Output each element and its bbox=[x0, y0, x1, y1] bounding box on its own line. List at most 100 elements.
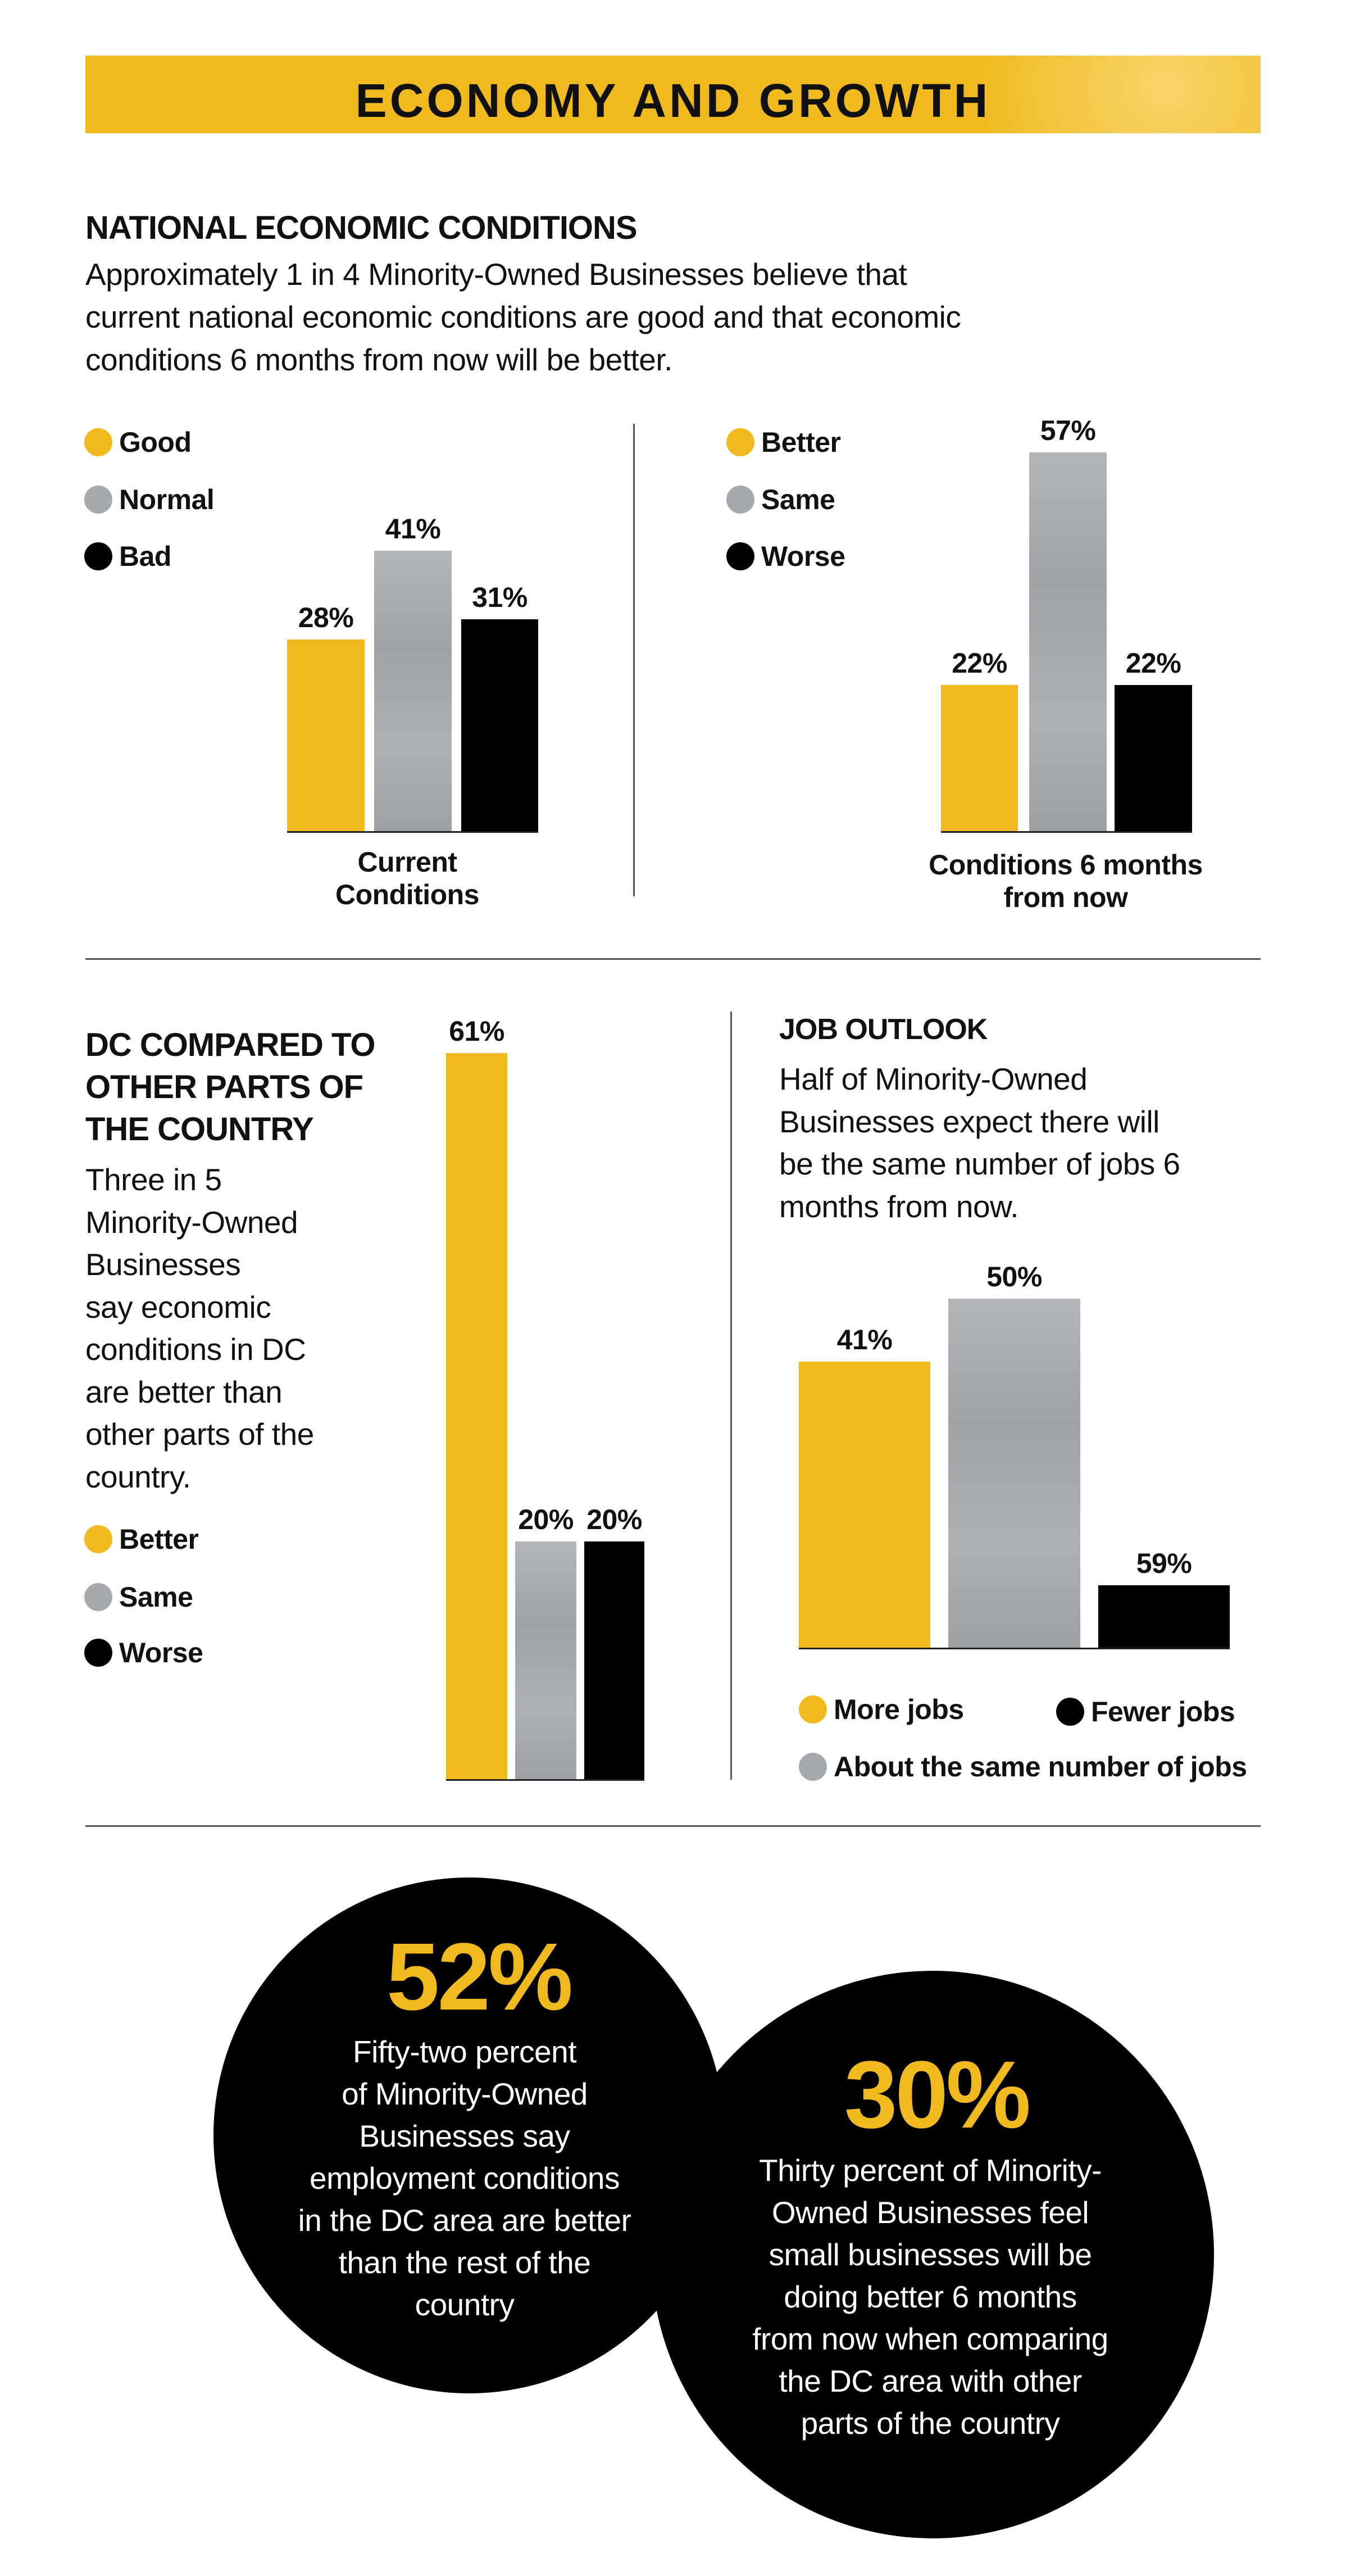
bar-value-label: 31% bbox=[472, 581, 528, 613]
divider bbox=[633, 424, 635, 896]
bar-value-label: 20% bbox=[586, 1504, 642, 1535]
x-axis-line bbox=[446, 1779, 644, 1781]
legend-dot-gray-icon bbox=[84, 1583, 112, 1611]
stat-text-line: Fifty-two percent bbox=[352, 2034, 577, 2069]
dc-body-line: Minority-Owned bbox=[85, 1204, 298, 1240]
legend-label: Same bbox=[761, 484, 835, 515]
stat-text-line: the DC area with other bbox=[779, 2364, 1082, 2398]
stat-text-line: parts of the country bbox=[801, 2406, 1060, 2441]
stat-circle-52 bbox=[213, 1877, 725, 2393]
dc-body-line: other parts of the bbox=[85, 1417, 314, 1452]
legend-label: Better bbox=[119, 1523, 199, 1555]
bar-worse bbox=[584, 1541, 644, 1780]
dc-body-line: Three in 5 bbox=[85, 1162, 222, 1197]
legend-label: Worse bbox=[119, 1637, 203, 1668]
bar-better bbox=[446, 1053, 507, 1780]
jobs-body-line: Businesses expect there will bbox=[779, 1104, 1159, 1139]
legend-label: More jobs bbox=[834, 1694, 964, 1725]
stat-text-line: Businesses say bbox=[359, 2119, 570, 2153]
legend-dot-yellow-icon bbox=[726, 428, 754, 456]
legend-label: Better bbox=[761, 427, 841, 458]
legend-label: Bad bbox=[119, 541, 171, 572]
stat-value: 30% bbox=[844, 2042, 1031, 2148]
bar-value-label: 41% bbox=[385, 513, 441, 545]
stat-text-line: small businesses will be bbox=[769, 2237, 1092, 2272]
chart-xlabel: Current Conditions bbox=[335, 846, 480, 910]
national-body-line: Approximately 1 in 4 Minority-Owned Busi… bbox=[85, 257, 907, 292]
legend-label: Normal bbox=[119, 484, 215, 515]
jobs-body-line: months from now. bbox=[779, 1189, 1019, 1224]
dc-body-line: say economic bbox=[85, 1289, 271, 1325]
stat-circle-30 bbox=[651, 1971, 1214, 2538]
legend-label: Worse bbox=[761, 541, 845, 572]
stat-text-line: of Minority-Owned bbox=[342, 2076, 588, 2111]
legend-dot-black-icon bbox=[84, 542, 112, 570]
stat-text-line: employment conditions bbox=[309, 2161, 620, 2196]
x-axis-line bbox=[287, 831, 538, 833]
bar-value-label: 59% bbox=[1136, 1547, 1192, 1579]
jobs-body: Half of Minority-Owned Businesses expect… bbox=[779, 1058, 1180, 1228]
national-heading: NATIONAL ECONOMIC CONDITIONS bbox=[85, 210, 638, 246]
stat-text-line: Thirty percent of Minority- bbox=[758, 2153, 1102, 2188]
dc-body: Three in 5 Minority-Owned Businesses say… bbox=[85, 1159, 314, 1498]
stat-text-line: in the DC area are better bbox=[298, 2203, 631, 2238]
dc-heading-line: OTHER PARTS OF bbox=[85, 1069, 363, 1105]
chart-xlabel: Conditions 6 months from now bbox=[929, 849, 1203, 913]
dc-heading: DC COMPARED TO OTHER PARTS OF THE COUNTR… bbox=[85, 1024, 376, 1150]
legend-dot-black-icon bbox=[1056, 1698, 1084, 1726]
bar-value-label: 22% bbox=[1125, 647, 1181, 679]
dc-heading-line: DC COMPARED TO bbox=[85, 1027, 376, 1063]
dc-body-line: are better than bbox=[85, 1374, 283, 1409]
x-axis-line bbox=[941, 831, 1192, 833]
divider bbox=[730, 1012, 732, 1780]
stat-text-line: doing better 6 months bbox=[784, 2279, 1077, 2314]
banner-title: ECONOMY AND GROWTH bbox=[355, 74, 991, 127]
jobs-body-line: Half of Minority-Owned bbox=[779, 1062, 1088, 1096]
bar-value-label: 22% bbox=[952, 647, 1007, 679]
legend-label: About the same number of jobs bbox=[834, 1751, 1247, 1783]
legend-dot-gray-icon bbox=[799, 1753, 827, 1781]
dc-heading-line: THE COUNTRY bbox=[85, 1111, 314, 1148]
dc-body-line: Businesses bbox=[85, 1247, 241, 1282]
divider bbox=[85, 958, 1261, 960]
legend-dot-yellow-icon bbox=[84, 1525, 112, 1553]
national-body-line: conditions 6 months from now will be bet… bbox=[85, 342, 672, 377]
jobs-body-line: be the same number of jobs 6 bbox=[779, 1146, 1180, 1181]
divider bbox=[85, 1825, 1261, 1827]
bar-same bbox=[1029, 452, 1107, 832]
legend-dot-black-icon bbox=[84, 1639, 112, 1667]
stat-text-line: Owned Businesses feel bbox=[771, 2195, 1089, 2230]
section-banner: ECONOMY AND GROWTH bbox=[85, 56, 1261, 133]
stat-value: 52% bbox=[386, 1924, 573, 2030]
bar-better bbox=[941, 685, 1018, 832]
bar-value-label: 41% bbox=[836, 1323, 893, 1355]
bar-normal bbox=[374, 550, 452, 832]
bar-worse bbox=[1115, 685, 1192, 832]
stat-text: Thirty percent of Minority- Owned Busine… bbox=[717, 2149, 1144, 2445]
bar-value-label: 28% bbox=[298, 602, 354, 634]
stat-text: Fifty-two percent of Minority-Owned Busi… bbox=[268, 2031, 661, 2326]
bar-about-the-same-number-of-jobs bbox=[948, 1298, 1080, 1648]
stat-text-line: from now when comparing bbox=[752, 2321, 1108, 2356]
bar-value-label: 61% bbox=[449, 1015, 504, 1047]
dc-body-line: conditions in DC bbox=[85, 1332, 306, 1367]
jobs-heading: JOB OUTLOOK bbox=[779, 1013, 988, 1046]
legend-label: Good bbox=[119, 427, 192, 458]
legend-dot-gray-icon bbox=[84, 486, 112, 514]
legend-label: Fewer jobs bbox=[1091, 1696, 1235, 1727]
legend-dot-black-icon bbox=[726, 542, 754, 570]
bar-value-label: 20% bbox=[518, 1504, 574, 1535]
dc-body-line: country. bbox=[85, 1459, 191, 1494]
national-body-line: current national economic conditions are… bbox=[85, 300, 961, 334]
bar-value-label: 50% bbox=[986, 1260, 1042, 1292]
stat-text-line: than the rest of the bbox=[338, 2245, 591, 2280]
national-body: Approximately 1 in 4 Minority-Owned Busi… bbox=[85, 253, 1209, 381]
stat-text-line: country bbox=[415, 2287, 515, 2322]
legend-dot-yellow-icon bbox=[799, 1695, 827, 1724]
x-axis-line bbox=[799, 1648, 1230, 1649]
legend-dot-yellow-icon bbox=[84, 428, 112, 456]
legend-label: Same bbox=[119, 1581, 193, 1613]
bar-fewer-jobs bbox=[1098, 1585, 1230, 1648]
legend-dot-gray-icon bbox=[726, 486, 754, 514]
bar-same bbox=[515, 1541, 576, 1780]
